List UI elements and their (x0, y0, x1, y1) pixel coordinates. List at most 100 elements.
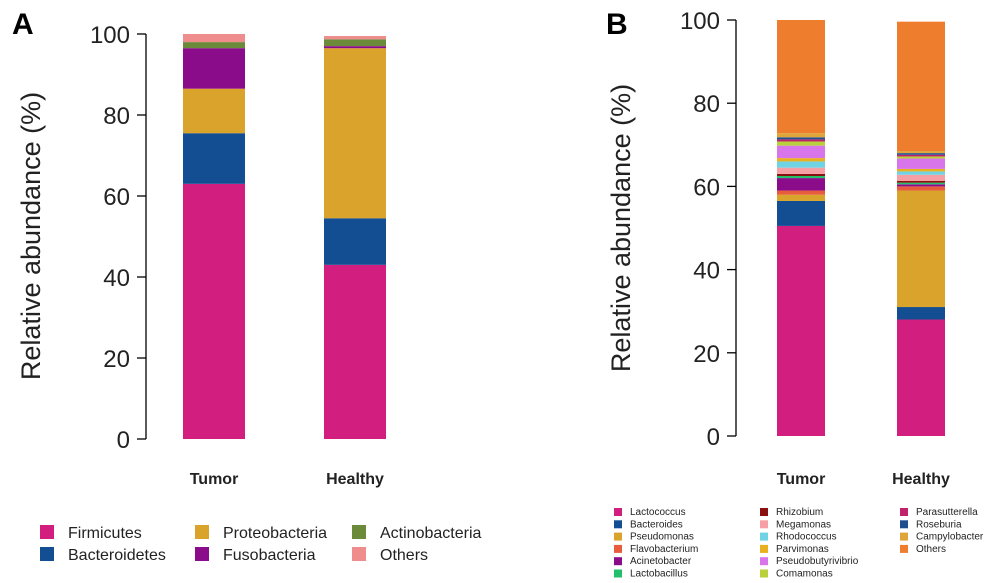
legend-swatch (614, 520, 622, 529)
bar-segment-healthy-rhodococcus (897, 171, 945, 175)
bar-segment-tumor-comamonas (777, 141, 825, 146)
legend-swatch (900, 532, 908, 541)
legend-label: Others (380, 547, 428, 564)
bar-segment-healthy-campylobacter (897, 151, 945, 154)
category-label: Healthy (326, 471, 384, 488)
legend-swatch (40, 547, 54, 561)
legend-swatch (614, 508, 622, 516)
panel-a-y-axis-label: Relative abundance (%) (16, 92, 46, 380)
bar-segment-tumor-flavobacterium (777, 190, 825, 195)
bar-segment-healthy-pseudomonas (897, 190, 945, 308)
y-tick-label: 100 (90, 22, 130, 49)
bar-segment-healthy-bacteroidetes (324, 218, 386, 265)
legend-swatch (352, 525, 366, 539)
bar-segment-healthy-lactobacillus (897, 182, 945, 185)
legend-label: Roseburia (916, 519, 962, 530)
bar-segment-healthy-roseburia (897, 153, 945, 155)
legend-swatch (760, 508, 768, 516)
y-tick-label: 40 (103, 265, 130, 292)
legend-label: Fusobacteria (223, 547, 316, 564)
bar-segment-tumor-roseburia (777, 137, 825, 140)
bar-segment-healthy-acinetobacter (897, 184, 945, 187)
legend-label: Parasutterella (916, 507, 978, 518)
legend-label: Firmicutes (68, 525, 142, 542)
bar-segment-tumor-actinobacteria (183, 42, 245, 49)
bar-segment-healthy-comamonas (897, 156, 945, 159)
panel-b-label: B (606, 8, 628, 41)
y-tick-label: 100 (680, 8, 720, 35)
panel-a: A Relative abundance (%) 0 20 40 60 80 100 Tu… (12, 8, 481, 564)
bar-segment-healthy-bacteroides (897, 307, 945, 320)
bar-segment-healthy-parvimonas (897, 168, 945, 172)
legend-label: Proteobacteria (223, 525, 327, 542)
bar-segment-healthy-others (897, 21, 945, 152)
bar-segment-tumor-bacteroidetes (183, 133, 245, 184)
legend-swatch (352, 547, 366, 561)
bar-segment-healthy-proteobacteria (324, 48, 386, 219)
legend-swatch (900, 508, 908, 516)
y-tick-label: 20 (693, 341, 720, 368)
legend-swatch (900, 544, 908, 553)
legend-label: Comamonas (776, 569, 833, 580)
bar-segment-tumor-parasutterella (777, 139, 825, 142)
bar-segment-tumor-rhodococcus (777, 161, 825, 168)
bar-segment-tumor-acinetobacter (777, 178, 825, 191)
bar-segment-tumor-firmicutes (183, 183, 245, 439)
bar-segment-healthy-fusobacteria (324, 46, 386, 49)
bar-segment-healthy-firmicutes (324, 264, 386, 439)
legend-label: Lactobacillus (630, 569, 688, 580)
legend-label: Campylobacter (916, 532, 984, 543)
legend-label: Pseudobutyrivibrio (776, 556, 859, 567)
bar-segment-tumor-fusobacteria (183, 48, 245, 89)
legend-label: Bacteroidetes (68, 547, 166, 564)
legend-swatch (900, 520, 908, 529)
y-tick-label: 60 (103, 184, 130, 211)
legend-label: Pseudomonas (630, 532, 694, 543)
legend-swatch (614, 569, 622, 578)
legend-swatch (760, 557, 768, 566)
category-label: Healthy (892, 471, 950, 488)
bar-segment-tumor-bacteroides (777, 200, 825, 226)
panel-b: B Relative abundance (%) 0 20 40 60 80 100 Tu… (606, 8, 984, 580)
legend-swatch (760, 520, 768, 529)
category-label: Tumor (190, 471, 239, 488)
legend-swatch (40, 525, 54, 539)
legend-swatch (195, 525, 209, 539)
bar-segment-healthy-megamonas (897, 174, 945, 181)
y-tick-label: 0 (117, 427, 130, 454)
y-tick-label: 0 (707, 424, 720, 451)
legend-swatch (760, 532, 768, 541)
legend-label: Megamonas (776, 519, 831, 530)
y-tick-label: 20 (103, 346, 130, 373)
legend-label: Flavobacterium (630, 544, 698, 555)
legend-label: Others (916, 544, 946, 555)
bar-segment-tumor-pseudobutyrivibrio (777, 145, 825, 159)
bar-segment-tumor-campylobacter (777, 133, 825, 138)
bar-segment-healthy-flavobacterium (897, 186, 945, 191)
bar-segment-healthy-others (324, 36, 386, 40)
legend-swatch (614, 544, 622, 553)
y-tick-label: 40 (693, 258, 720, 285)
bar-segment-tumor-lactobacillus (777, 176, 825, 179)
bar-segment-tumor-rhizobium (777, 173, 825, 176)
y-tick-label: 80 (103, 103, 130, 130)
legend-label: Parvimonas (776, 544, 829, 555)
bar-segment-healthy-rhizobium (897, 180, 945, 183)
legend-swatch (195, 547, 209, 561)
bar-segment-tumor-others (183, 34, 245, 43)
legend-label: Rhizobium (776, 507, 823, 518)
legend-swatch (760, 569, 768, 578)
y-tick-label: 80 (693, 91, 720, 118)
bar-segment-healthy-actinobacteria (324, 39, 386, 47)
legend-label: Actinobacteria (380, 525, 481, 542)
legend-label: Rhodococcus (776, 532, 837, 543)
bar-segment-healthy-lactococcus (897, 319, 945, 436)
legend-swatch (760, 544, 768, 553)
legend-label: Lactococcus (630, 507, 686, 518)
legend-label: Bacteroides (630, 519, 683, 530)
legend-label: Acinetobacter (630, 556, 692, 567)
bar-segment-tumor-proteobacteria (183, 88, 245, 134)
category-label: Tumor (777, 471, 826, 488)
bar-segment-healthy-pseudobutyrivibrio (897, 158, 945, 169)
